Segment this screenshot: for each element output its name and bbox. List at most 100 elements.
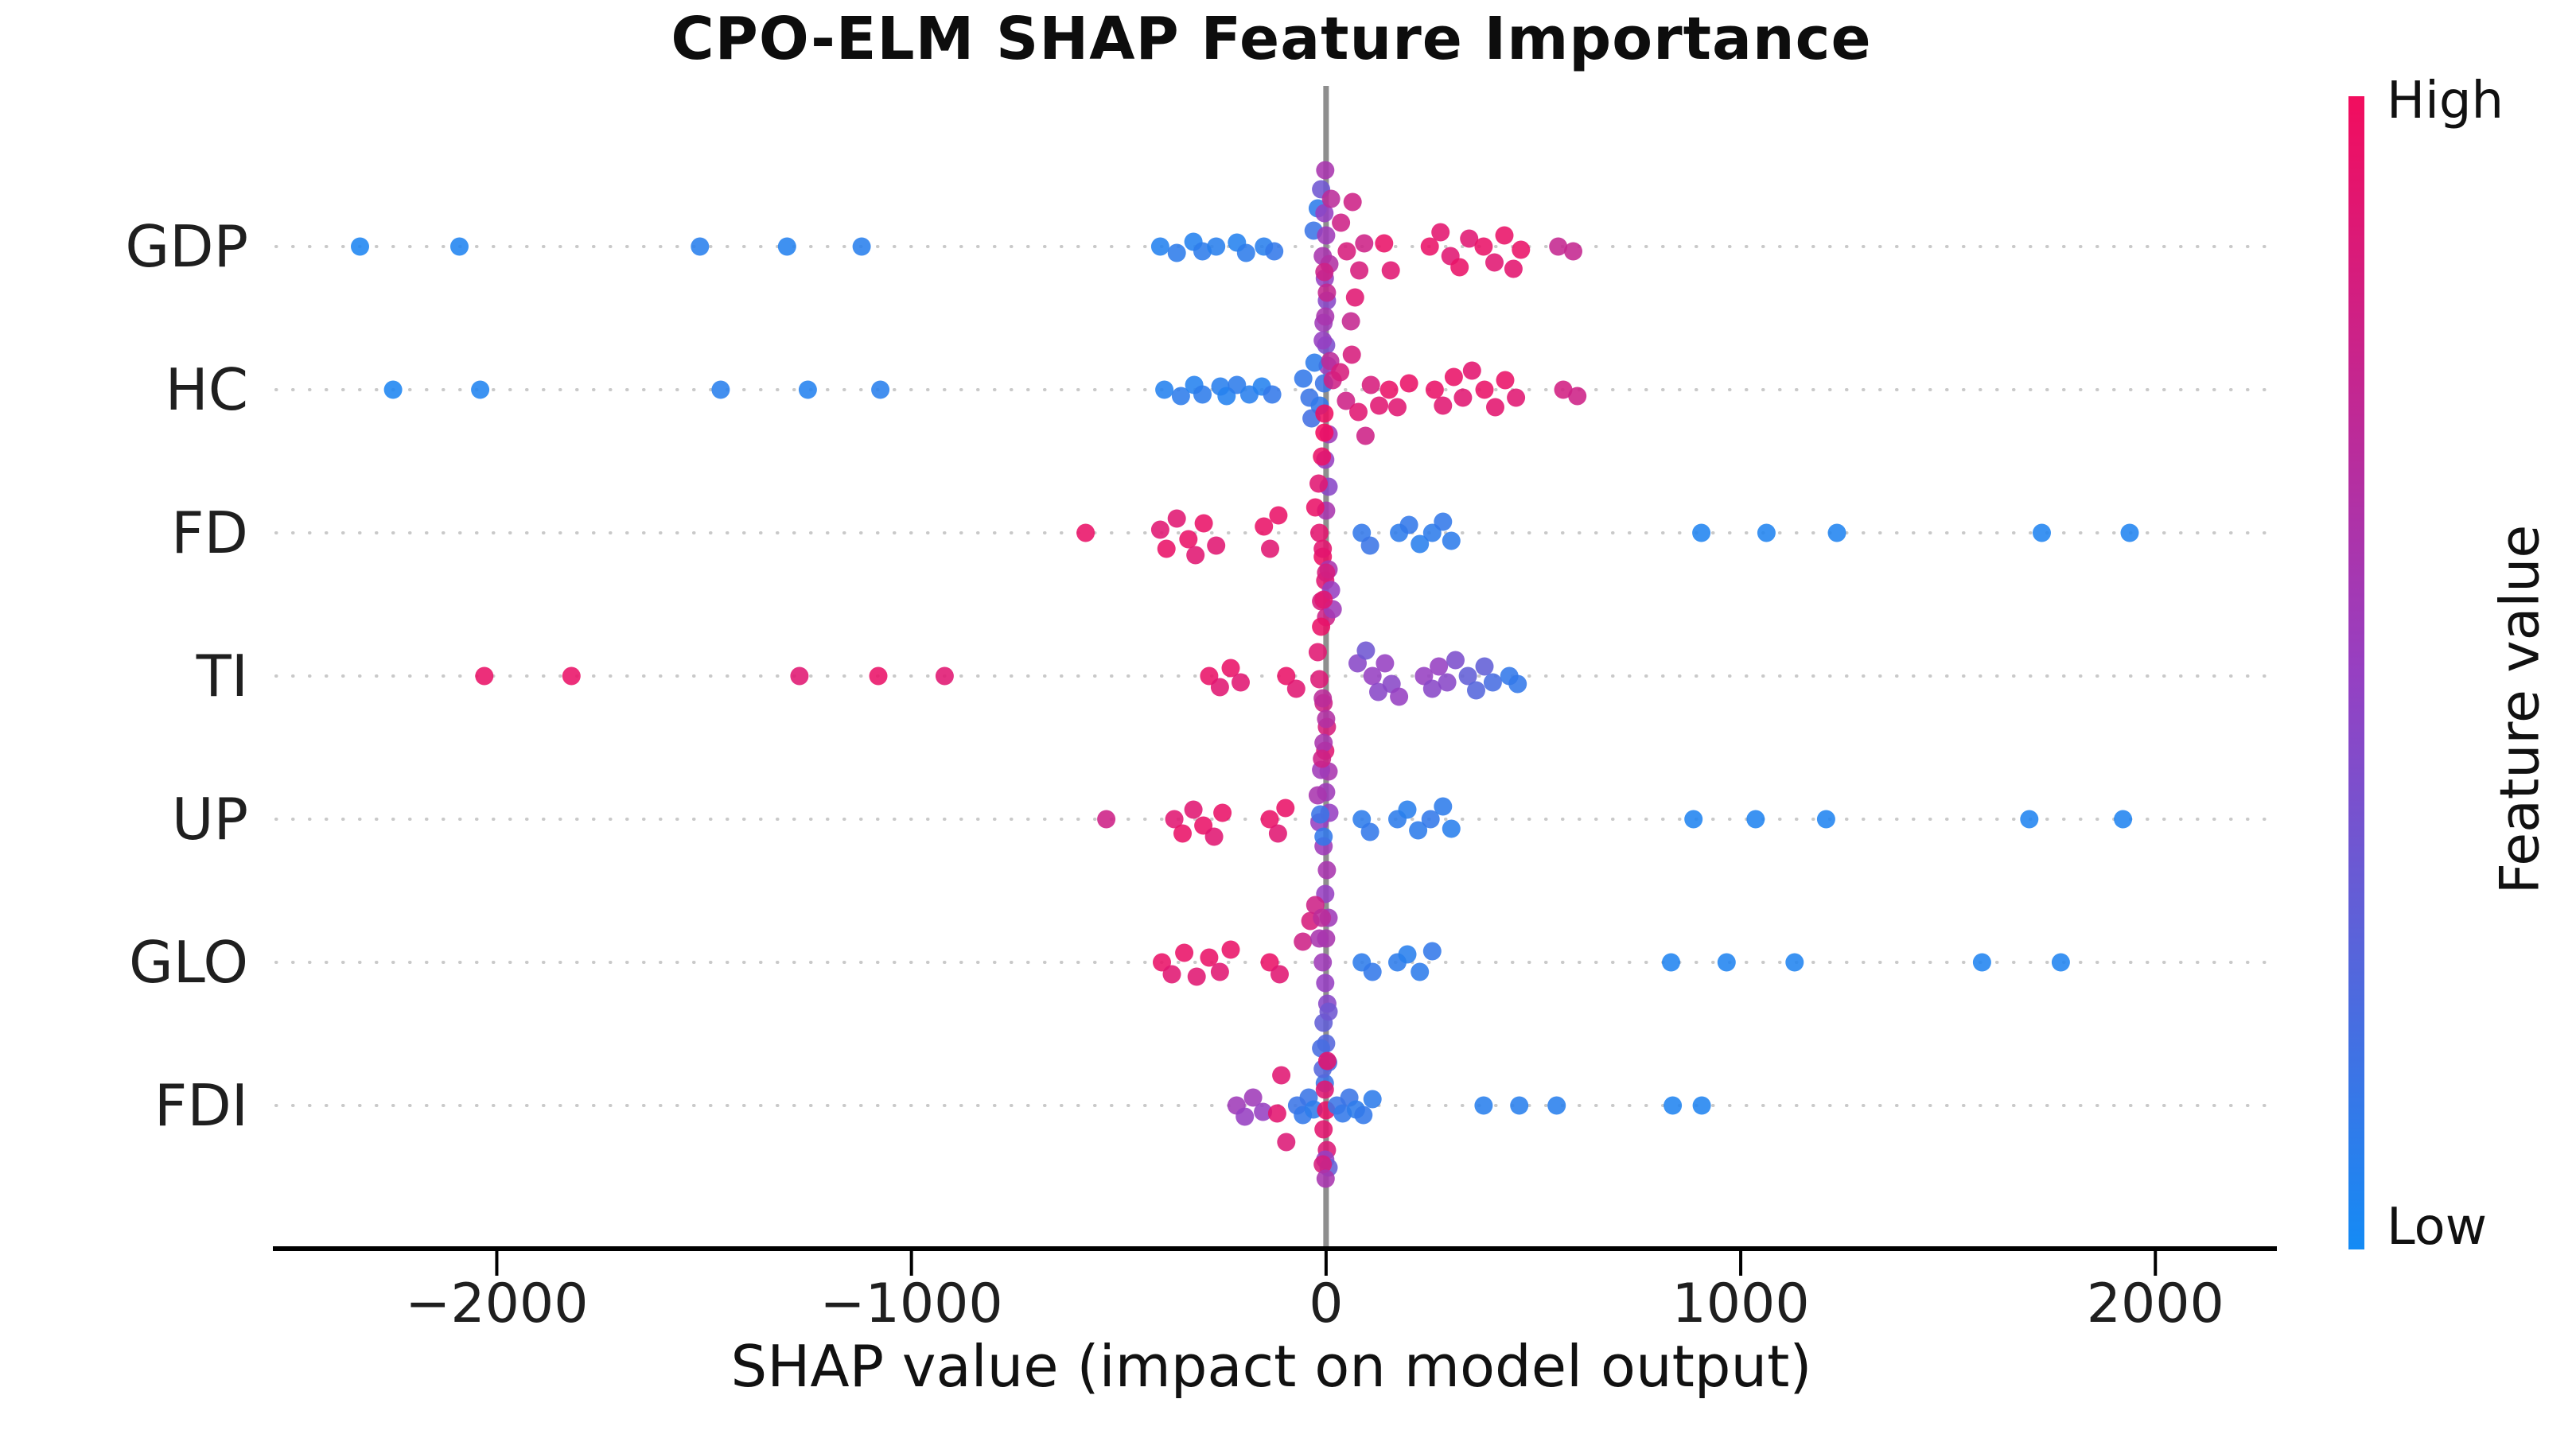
- shap-dot: [1438, 673, 1457, 692]
- shap-dot: [1361, 375, 1380, 394]
- shap-dot: [871, 380, 890, 399]
- shap-dot: [1310, 523, 1329, 542]
- y-label-glo: GLO: [128, 929, 248, 996]
- shap-dot: [1314, 827, 1333, 846]
- shap-dot: [450, 237, 469, 256]
- shap-dot: [1388, 398, 1407, 417]
- shap-dot: [1167, 243, 1186, 262]
- shap-dot: [1434, 512, 1453, 531]
- shap-dot: [1564, 242, 1582, 261]
- shap-dot: [1692, 1096, 1711, 1115]
- shap-dot: [1255, 517, 1274, 536]
- chart-title: CPO-ELM SHAP Feature Importance: [671, 5, 1872, 73]
- shap-dot: [1312, 617, 1331, 636]
- shap-dot: [1442, 531, 1461, 550]
- shap-dot: [1431, 223, 1450, 242]
- shap-dot: [1420, 237, 1439, 256]
- shap-dot: [1272, 1066, 1291, 1085]
- shap-dot: [1221, 659, 1240, 678]
- y-label-hc: HC: [165, 356, 248, 423]
- shap-dot: [1316, 307, 1335, 326]
- shap-dot: [1444, 367, 1463, 387]
- shap-dot: [1360, 536, 1379, 555]
- y-label-up: UP: [171, 786, 248, 853]
- shap-dot: [471, 380, 490, 399]
- shap-dot: [1313, 447, 1332, 466]
- shap-dot: [1746, 810, 1765, 829]
- shap-dot: [1399, 515, 1418, 534]
- shap-dot: [1356, 426, 1375, 445]
- shap-dot: [1269, 506, 1288, 525]
- shap-dot: [1162, 965, 1181, 984]
- shap-dot: [1270, 965, 1289, 984]
- shap-dot: [1221, 940, 1240, 959]
- shap-dot: [1097, 810, 1116, 829]
- shap-dot: [2051, 953, 2070, 972]
- shap-dot: [1315, 1080, 1334, 1099]
- shap-dot: [1315, 262, 1334, 282]
- shap-dot: [1232, 673, 1250, 692]
- shap-dot: [1972, 953, 1991, 972]
- shap-dot: [1485, 253, 1504, 272]
- shap-dot: [1375, 234, 1394, 253]
- shap-dot: [1398, 945, 1417, 964]
- shap-dot: [1150, 237, 1169, 256]
- shap-dot: [1409, 821, 1428, 840]
- shap-dot: [1310, 929, 1329, 948]
- x-tick-label: −1000: [819, 1273, 1003, 1335]
- shap-dot: [2114, 810, 2133, 829]
- shap-dot: [1315, 404, 1334, 423]
- shap-dot: [1554, 380, 1573, 399]
- shap-dot: [1268, 824, 1287, 843]
- shap-dot: [1213, 803, 1232, 822]
- shap-dot: [1187, 967, 1206, 986]
- y-label-ti: TI: [196, 643, 248, 709]
- shap-dot: [1207, 237, 1226, 256]
- shap-dot: [1486, 398, 1504, 417]
- shap-dot: [1210, 962, 1229, 981]
- shap-dot: [1379, 380, 1399, 399]
- shap-dot: [1467, 681, 1485, 700]
- shap-dot: [1458, 666, 1477, 686]
- shap-dot: [1381, 261, 1400, 280]
- shap-dot: [1399, 374, 1418, 393]
- shap-dot: [1308, 643, 1327, 662]
- shap-dot: [1684, 810, 1703, 829]
- shap-dot: [1315, 423, 1334, 442]
- shap-dot: [1411, 962, 1430, 981]
- shap-dot: [1434, 797, 1453, 816]
- shap-dot: [1350, 261, 1369, 280]
- shap-dot: [1179, 530, 1198, 549]
- shap-dot: [1512, 240, 1531, 259]
- shap-dot: [1076, 523, 1095, 542]
- shap-dot: [1430, 657, 1449, 676]
- shap-dot: [1549, 237, 1568, 256]
- shap-dot: [1316, 1169, 1335, 1188]
- shap-dot: [1316, 161, 1335, 180]
- shap-dot: [1757, 523, 1776, 542]
- shap-dot: [1306, 498, 1325, 517]
- shap-dot: [1321, 189, 1341, 208]
- shap-dot: [1446, 651, 1465, 670]
- shap-dot: [1313, 953, 1333, 972]
- shap-dot: [1370, 396, 1389, 415]
- shap-dot: [1254, 1102, 1273, 1121]
- shap-dot: [1277, 666, 1296, 686]
- shap-dot: [1317, 709, 1336, 729]
- shap-dot: [351, 237, 369, 256]
- shap-dot: [1204, 827, 1224, 846]
- shap-dot: [1313, 1155, 1333, 1174]
- shap-dot: [1474, 1096, 1493, 1115]
- shap-dot: [1442, 819, 1461, 838]
- shap-dot: [1313, 908, 1332, 927]
- shap-dot: [1235, 1107, 1255, 1126]
- shap-dot: [1286, 679, 1306, 698]
- shap-dot: [1504, 259, 1523, 278]
- shap-dot: [1337, 391, 1356, 410]
- shap-dot: [1345, 288, 1364, 307]
- colorbar: [2348, 96, 2364, 1249]
- shap-dot: [1411, 534, 1430, 554]
- shap-dot: [777, 237, 796, 256]
- shap-dot: [852, 237, 871, 256]
